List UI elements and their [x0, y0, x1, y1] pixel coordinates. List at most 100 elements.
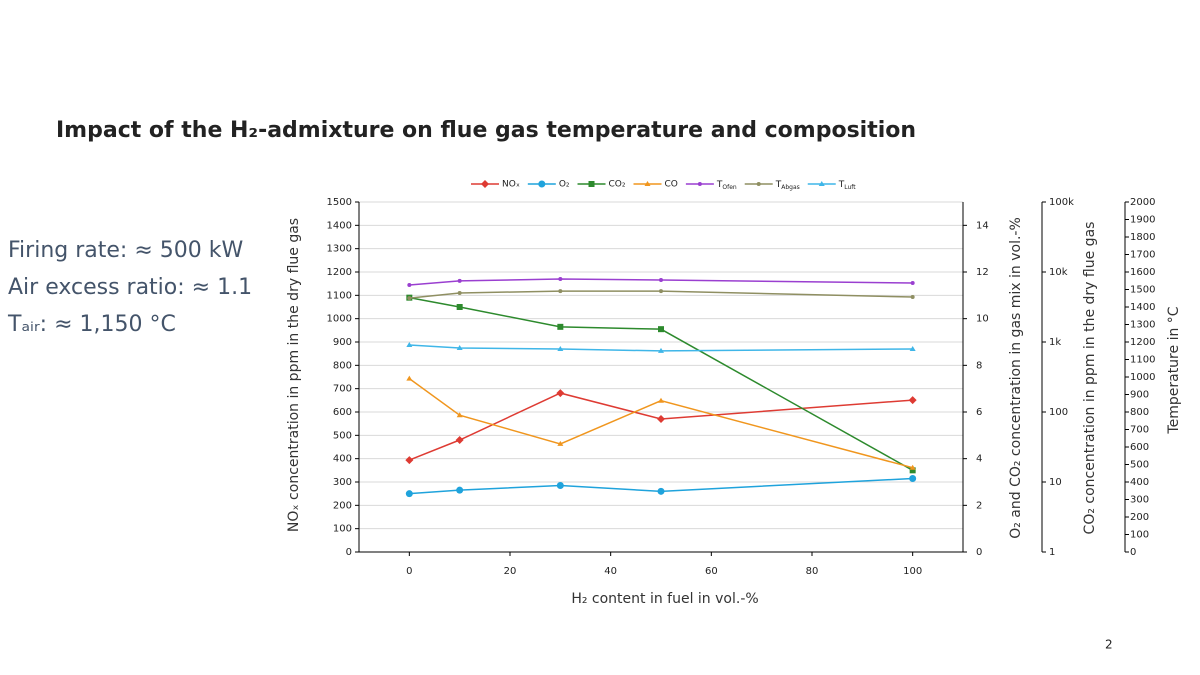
- note: Tₐᵢᵣ: ≈ 1,150 °C: [7, 312, 176, 337]
- y2-tick-label: 12: [976, 267, 989, 278]
- series-line: [408, 377, 913, 469]
- marker: [909, 475, 917, 482]
- marker: [658, 397, 664, 403]
- legend-label: CO₂: [609, 180, 626, 190]
- y-tick-label: 1200: [327, 267, 352, 278]
- y2-tick-label: 14: [976, 220, 989, 231]
- marker: [659, 278, 663, 283]
- x-tick-label: 60: [705, 566, 718, 577]
- marker: [538, 180, 546, 188]
- marker: [818, 181, 825, 186]
- marker: [481, 180, 489, 188]
- y-tick-label: 800: [333, 360, 352, 371]
- y4-tick-label: 400: [1130, 477, 1149, 488]
- y-tick-label: 100: [333, 524, 352, 535]
- marker: [456, 304, 463, 310]
- y4-tick-label: 500: [1130, 460, 1149, 471]
- legend-label: TAbgas: [775, 180, 800, 191]
- marker: [457, 291, 462, 295]
- y-tick-label: 200: [333, 500, 352, 511]
- y2-tick-label: 8: [976, 360, 982, 371]
- y-tick-label: 900: [333, 337, 352, 348]
- marker: [558, 277, 563, 281]
- marker: [557, 440, 564, 446]
- marker: [405, 456, 414, 465]
- y4-tick-label: 1300: [1130, 320, 1155, 331]
- marker: [557, 346, 564, 351]
- y-tick-label: 600: [333, 407, 352, 418]
- marker: [556, 482, 564, 489]
- y4-tick-label: 700: [1130, 425, 1149, 436]
- legend-label: O₂: [559, 180, 570, 190]
- y2-tick-label: 2: [976, 500, 982, 511]
- marker: [407, 282, 412, 287]
- y4-tick-label: 0: [1130, 547, 1136, 558]
- marker: [909, 467, 916, 474]
- y4-tick-label: 200: [1130, 512, 1149, 523]
- x-tick-label: 40: [604, 566, 617, 577]
- y3-axis-title: CO₂ concentration in ppm in the dry flue…: [1082, 222, 1098, 535]
- y4-tick-label: 1700: [1130, 250, 1155, 261]
- y-tick-label: 1100: [327, 290, 352, 301]
- y4-tick-label: 1600: [1130, 267, 1155, 278]
- page-number: 2: [1105, 638, 1113, 652]
- marker: [455, 436, 464, 444]
- marker: [557, 323, 564, 330]
- series-line: [409, 296, 914, 471]
- y-axis-title: NOₓ concentration in ppm in the dry flue…: [286, 218, 302, 532]
- marker: [697, 182, 702, 186]
- marker: [406, 375, 413, 381]
- y4-tick-label: 1000: [1130, 372, 1155, 383]
- marker: [658, 326, 664, 333]
- marker: [909, 464, 916, 470]
- marker: [556, 389, 565, 398]
- y4-tick-label: 600: [1130, 442, 1149, 453]
- marker: [756, 182, 761, 186]
- y4-tick-label: 300: [1130, 495, 1149, 506]
- marker: [407, 296, 412, 301]
- legend-label: CO: [665, 180, 678, 190]
- marker: [456, 344, 463, 350]
- legend-label: TLuft: [838, 180, 857, 191]
- y-tick-label: 1400: [327, 220, 352, 231]
- y-tick-label: 0: [346, 547, 352, 558]
- note: Firing rate: ≈ 500 kW: [8, 238, 243, 263]
- y-tick-label: 300: [333, 477, 352, 488]
- marker: [588, 181, 595, 187]
- y-tick-label: 1000: [327, 314, 352, 325]
- y4-tick-label: 100: [1130, 530, 1149, 541]
- y4-tick-label: 1500: [1130, 285, 1155, 296]
- note: Air excess ratio: ≈ 1.1: [8, 275, 252, 300]
- marker: [405, 490, 413, 498]
- y4-tick-label: 800: [1130, 407, 1149, 418]
- marker: [644, 181, 651, 186]
- marker: [909, 346, 916, 351]
- series-line: [409, 392, 913, 461]
- y2-tick-label: 0: [976, 547, 982, 558]
- y3-tick-label: 10k: [1049, 267, 1068, 278]
- y4-tick-label: 1800: [1130, 232, 1155, 243]
- y4-tick-label: 1900: [1130, 215, 1155, 226]
- marker: [558, 289, 563, 294]
- marker: [657, 415, 665, 423]
- legend-label: NOₓ: [502, 180, 520, 190]
- y4-tick-label: 1200: [1130, 337, 1155, 348]
- y2-axis-title: O₂ and CO₂ concentration in gas mix in v…: [1008, 217, 1024, 539]
- y4-tick-label: 1100: [1130, 355, 1155, 366]
- y4-axis-title: Temperature in °C: [1166, 306, 1182, 434]
- x-tick-label: 0: [406, 566, 412, 577]
- marker: [908, 396, 917, 405]
- slide-title: Impact of the H₂-admixture on flue gas t…: [56, 118, 916, 143]
- marker: [457, 278, 462, 283]
- y4-tick-label: 900: [1130, 390, 1149, 401]
- y-tick-label: 1500: [327, 197, 352, 208]
- y3-tick-label: 100: [1049, 407, 1068, 418]
- y2-tick-label: 6: [976, 407, 982, 418]
- x-tick-label: 20: [504, 566, 517, 577]
- marker: [657, 487, 665, 495]
- x-tick-label: 100: [903, 566, 922, 577]
- x-tick-label: 80: [806, 566, 819, 577]
- y3-tick-label: 1: [1049, 547, 1055, 558]
- x-axis-title: H₂ content in fuel in vol.-%: [571, 591, 758, 607]
- y3-tick-label: 1k: [1049, 337, 1061, 348]
